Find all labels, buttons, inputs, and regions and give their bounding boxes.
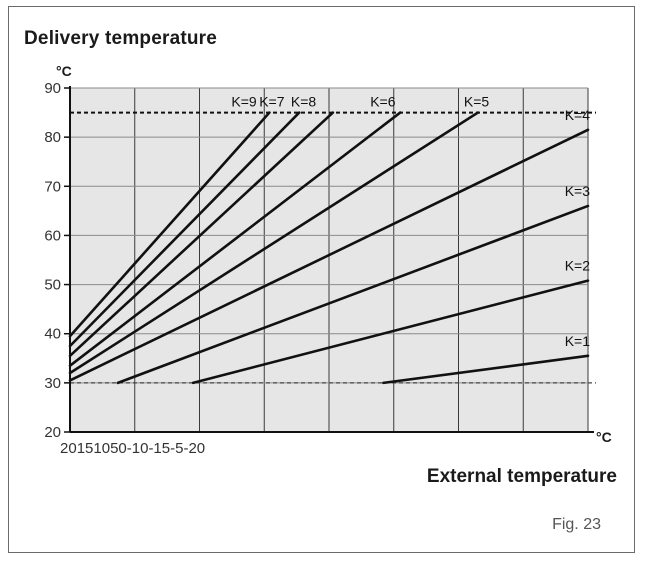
series-label: K=8 [291,94,317,110]
axes [64,86,594,433]
x-tick-label: -20 [183,440,205,457]
series-labels: K=9 K=7 K=8 K=6 K=5 K=4 K=3 K=2 K=1 [231,94,590,349]
figure-number: Fig. 23 [552,516,601,533]
series-label: K=2 [565,258,591,274]
figure-frame [8,6,635,553]
series-label: K=1 [565,333,591,349]
series-line [382,354,590,385]
y-tick-label: 60 [44,227,61,244]
series-label: K=7 [259,94,285,110]
y-tick-label: 40 [44,326,61,343]
y-unit-label: °C [56,63,72,79]
chart-title: Delivery temperature [24,28,218,49]
grid-lines [70,87,589,432]
x-tick-label: 10 [93,440,110,457]
series-lines [68,111,590,385]
x-tick-label: 0 [118,440,126,457]
series-line [68,128,590,382]
y-tick-label: 20 [44,424,61,441]
x-tick-labels: 20151050-10-15-5-20 [60,440,205,457]
series-line [68,111,402,367]
series-label: K=6 [370,94,396,110]
series-line [68,111,335,358]
series-label: K=9 [231,94,257,110]
series-label: K=4 [565,107,591,123]
y-tick-label: 50 [44,277,61,294]
series-line [68,111,480,375]
x-tick-label: -15 [148,440,170,457]
x-unit-label: °C [596,429,612,445]
x-tick-label: 20 [60,440,77,457]
y-tick-label: 30 [44,375,61,392]
x-tick-label: -10 [127,440,149,457]
x-tick-label: -5 [170,440,183,457]
y-tick-label: 80 [44,129,61,146]
x-tick-label: 5 [110,440,118,457]
series-line [116,204,590,385]
y-tick-label: 70 [44,178,61,195]
series-label: K=3 [565,183,591,199]
series-line [68,111,271,338]
x-tick-label: 15 [77,440,94,457]
series-line [68,111,301,348]
series-label: K=5 [464,94,490,110]
x-axis-label: External temperature [426,466,617,487]
series-line [191,279,590,385]
y-tick-label: 90 [44,80,61,97]
